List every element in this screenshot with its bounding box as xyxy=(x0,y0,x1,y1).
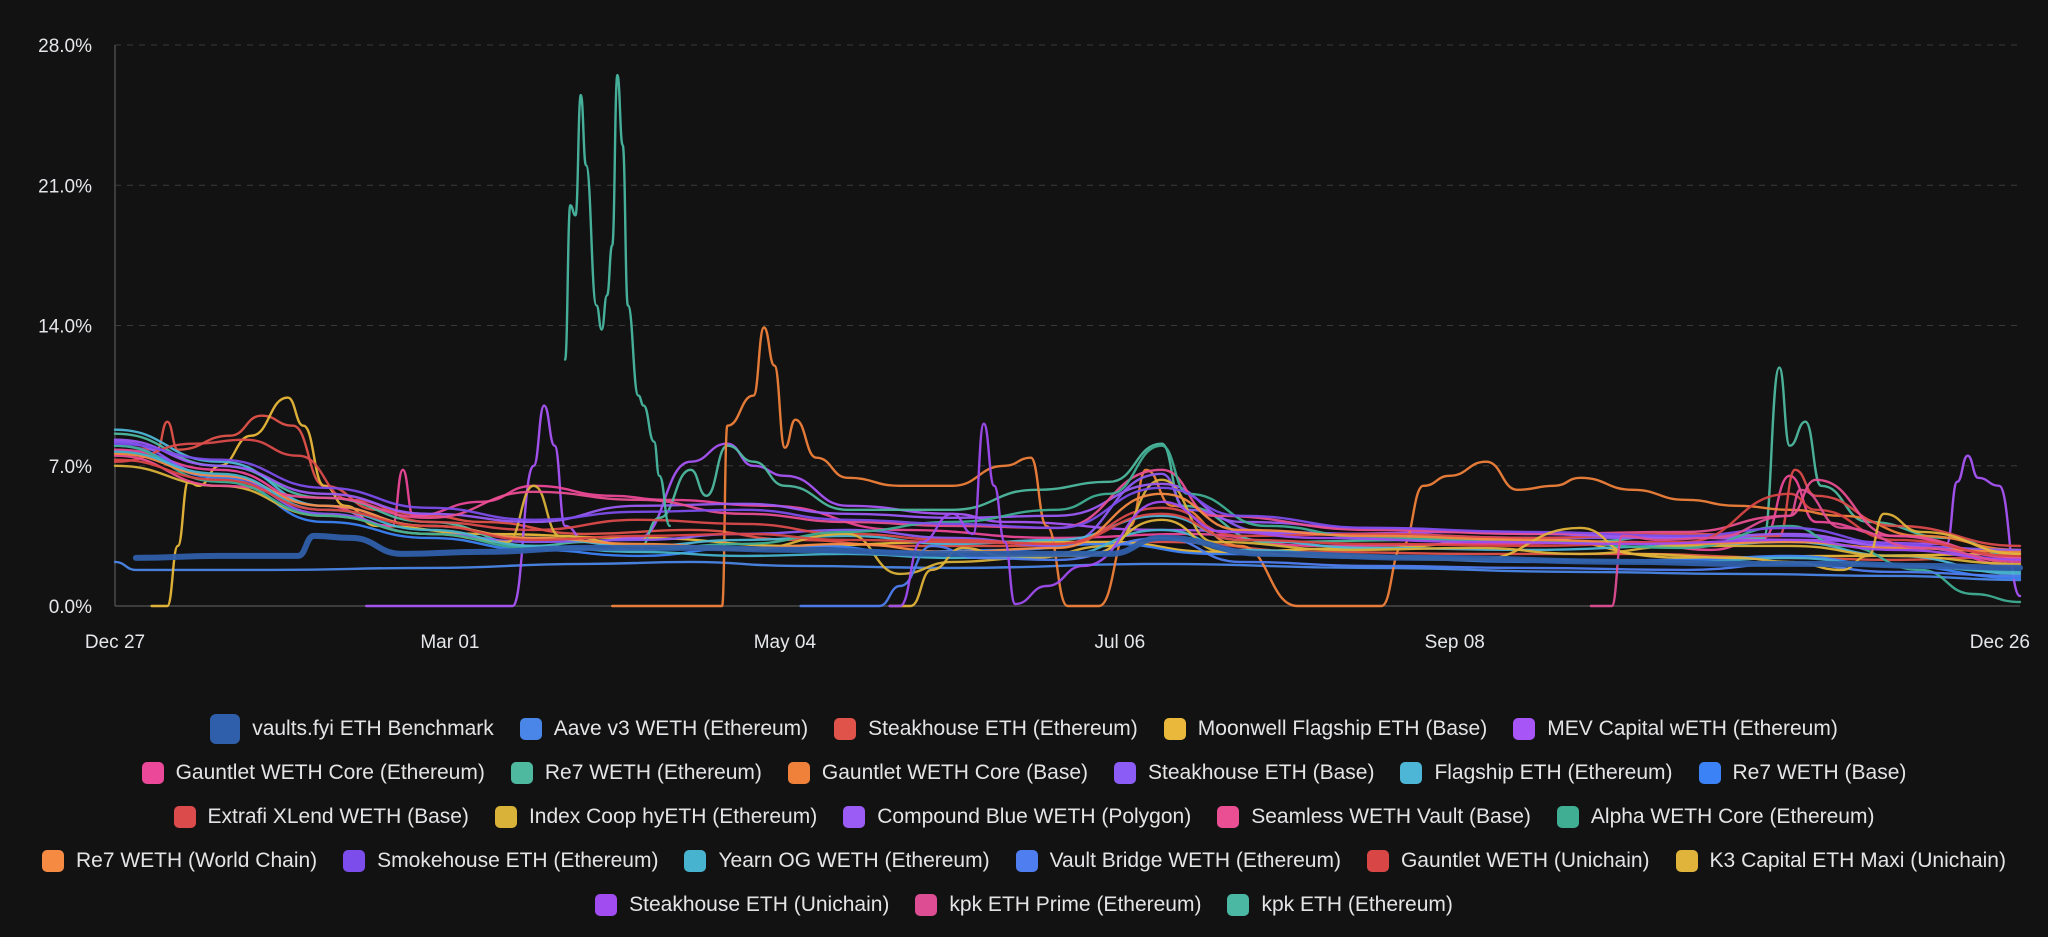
legend-swatch xyxy=(1513,718,1536,740)
legend-label: Smokehouse ETH (Ethereum) xyxy=(377,849,659,872)
legend-label: kpk ETH (Ethereum) xyxy=(1261,893,1453,916)
legend-item-re7-weth-ethereum[interactable]: Re7 WETH (Ethereum) xyxy=(510,760,762,786)
line-chart: 0.0% 7.0% 14.0% 21.0% 28.0% Dec 27 Mar 01 May 0… xyxy=(38,36,2030,653)
legend-item-steakhouse-eth-unichain[interactable]: Steakhouse ETH (Unichain) xyxy=(595,892,889,918)
legend-label: Re7 WETH (World Chain) xyxy=(76,849,318,872)
legend-item-moonwell-flagship-eth-base[interactable]: Moonwell Flagship ETH (Base) xyxy=(1163,716,1488,742)
legend-label: Gauntlet WETH Core (Ethereum) xyxy=(175,761,485,784)
series-line-extrafi-xlend-weth-base xyxy=(113,438,2022,548)
legend-item-re7-weth-base[interactable]: Re7 WETH (Base) xyxy=(1698,760,1907,786)
chart-area: 0.0% 7.0% 14.0% 21.0% 28.0% Dec 27 Mar 01 May 0… xyxy=(38,36,2030,653)
legend-label: Alpha WETH Core (Ethereum) xyxy=(1590,805,1875,828)
legend-label: K3 Capital ETH Maxi (Unichain) xyxy=(1709,849,2006,872)
legend-label: Compound Blue WETH (Polygon) xyxy=(877,805,1192,828)
y-tick-label: 14.0% xyxy=(38,317,92,338)
legend-swatch xyxy=(843,806,866,828)
legend-item-kpk-eth-prime-ethereum[interactable]: kpk ETH Prime (Ethereum) xyxy=(915,892,1201,918)
legend-swatch xyxy=(1675,850,1698,872)
legend-label: Re7 WETH (Base) xyxy=(1732,761,1907,784)
legend-swatch xyxy=(787,762,810,784)
legend-item-flagship-eth-ethereum[interactable]: Flagship ETH (Ethereum) xyxy=(1400,760,1673,786)
legend-label: Extrafi XLend WETH (Base) xyxy=(207,805,469,828)
legend: vaults.fyi ETH Benchmark Aave v3 WETH (Et… xyxy=(40,714,2008,918)
series-line-steakhouse-eth-unichain xyxy=(888,422,2022,608)
legend-item-vaults-fyi-eth-benchmark[interactable]: vaults.fyi ETH Benchmark xyxy=(210,714,494,744)
legend-swatch xyxy=(1400,762,1423,784)
legend-item-steakhouse-eth-base[interactable]: Steakhouse ETH (Base) xyxy=(1114,760,1374,786)
legend-item-seamless-weth-vault-base[interactable]: Seamless WETH Vault (Base) xyxy=(1217,804,1531,830)
legend-item-alpha-weth-core-ethereum[interactable]: Alpha WETH Core (Ethereum) xyxy=(1556,804,1875,830)
legend-label: Vault Bridge WETH (Ethereum) xyxy=(1049,849,1341,872)
legend-item-aave-v3-weth-ethereum[interactable]: Aave v3 WETH (Ethereum) xyxy=(519,716,809,742)
legend-item-compound-blue-weth-polygon[interactable]: Compound Blue WETH (Polygon) xyxy=(843,804,1191,830)
legend-label: Gauntlet WETH (Unichain) xyxy=(1400,849,1650,872)
legend-item-kpk-eth-ethereum[interactable]: kpk ETH (Ethereum) xyxy=(1227,892,1453,918)
legend-swatch xyxy=(1556,806,1579,828)
legend-swatch xyxy=(684,850,707,872)
x-tick-label: Mar 01 xyxy=(420,632,479,653)
legend-swatch xyxy=(494,806,517,828)
legend-item-gauntlet-weth-core-base[interactable]: Gauntlet WETH Core (Base) xyxy=(787,760,1088,786)
legend-swatch xyxy=(1217,806,1240,828)
legend-label: Moonwell Flagship ETH (Base) xyxy=(1197,717,1488,740)
y-tick-label: 28.0% xyxy=(38,36,92,57)
x-tick-label: Dec 26 xyxy=(1970,632,2030,653)
legend-label: Steakhouse ETH (Unichain) xyxy=(629,893,890,916)
legend-item-extrafi-xlend-weth-base[interactable]: Extrafi XLend WETH (Base) xyxy=(173,804,469,830)
x-tick-label: May 04 xyxy=(754,632,817,653)
series-line-vaults-fyi-eth-benchmark xyxy=(132,532,2023,571)
series-line-re7-weth-ethereum xyxy=(113,366,2022,560)
series-line-aave-v3-weth-ethereum xyxy=(113,560,2022,582)
x-tick-label: Jul 06 xyxy=(1094,632,1145,653)
legend-item-steakhouse-eth-ethereum[interactable]: Steakhouse ETH (Ethereum) xyxy=(834,716,1138,742)
legend-item-smokehouse-eth-ethereum[interactable]: Smokehouse ETH (Ethereum) xyxy=(343,848,658,874)
legend-swatch xyxy=(834,718,857,740)
legend-label: Steakhouse ETH (Base) xyxy=(1148,761,1375,784)
legend-swatch xyxy=(1114,762,1136,784)
legend-swatch xyxy=(210,714,241,744)
series-line-kpk-eth-prime-ethereum xyxy=(1589,488,2022,608)
legend-swatch xyxy=(1015,850,1038,872)
legend-item-gauntlet-weth-core-ethereum[interactable]: Gauntlet WETH Core (Ethereum) xyxy=(141,760,485,786)
legend-label: Index Coop hyETH (Ethereum) xyxy=(528,805,818,828)
legend-label: Aave v3 WETH (Ethereum) xyxy=(553,717,809,740)
legend-swatch xyxy=(1366,850,1389,872)
legend-swatch xyxy=(343,850,366,872)
legend-label: Steakhouse ETH (Ethereum) xyxy=(868,717,1138,740)
x-tick-label: Sep 08 xyxy=(1425,632,1485,653)
legend-item-gauntlet-weth-unichain[interactable]: Gauntlet WETH (Unichain) xyxy=(1366,848,1650,874)
legend-swatch xyxy=(595,894,618,916)
series-line-smokehouse-eth-ethereum xyxy=(113,442,2022,562)
legend-swatch xyxy=(1163,718,1186,740)
x-tick-label: Dec 27 xyxy=(85,632,145,653)
y-tick-label: 21.0% xyxy=(38,176,92,197)
legend-item-vault-bridge-weth-ethereum[interactable]: Vault Bridge WETH (Ethereum) xyxy=(1015,848,1341,874)
legend-item-re7-weth-world-chain[interactable]: Re7 WETH (World Chain) xyxy=(42,848,317,874)
series-line-kpk-eth-ethereum xyxy=(563,73,671,528)
legend-swatch xyxy=(173,806,196,828)
legend-label: MEV Capital wETH (Ethereum) xyxy=(1547,717,1838,740)
legend-item-yearn-og-weth-ethereum[interactable]: Yearn OG WETH (Ethereum) xyxy=(684,848,990,874)
legend-item-index-coop-hyeth-ethereum[interactable]: Index Coop hyETH (Ethereum) xyxy=(494,804,818,830)
legend-item-mev-capital-weth-ethereum[interactable]: MEV Capital wETH (Ethereum) xyxy=(1513,716,1838,742)
legend-label: Gauntlet WETH Core (Base) xyxy=(821,761,1088,784)
legend-label: Flagship ETH (Ethereum) xyxy=(1434,761,1673,784)
legend-swatch xyxy=(519,718,542,740)
legend-label: Seamless WETH Vault (Base) xyxy=(1251,805,1531,828)
series-line-gauntlet-weth-unichain xyxy=(113,458,2022,558)
legend-swatch xyxy=(510,762,533,784)
series-line-alpha-weth-core-ethereum xyxy=(113,444,2022,604)
legend-swatch xyxy=(141,762,164,784)
legend-label: kpk ETH Prime (Ethereum) xyxy=(949,893,1202,916)
legend-swatch xyxy=(1227,894,1250,916)
legend-swatch xyxy=(42,850,64,872)
legend-swatch xyxy=(1698,762,1721,784)
y-tick-label: 7.0% xyxy=(49,457,92,478)
legend-label: vaults.fyi ETH Benchmark xyxy=(252,717,494,740)
legend-label: Re7 WETH (Ethereum) xyxy=(544,761,762,784)
legend-swatch xyxy=(915,894,938,916)
y-tick-label: 0.0% xyxy=(49,597,92,618)
legend-label: Yearn OG WETH (Ethereum) xyxy=(718,849,990,872)
legend-item-k3-capital-eth-maxi-unichain[interactable]: K3 Capital ETH Maxi (Unichain) xyxy=(1675,848,2006,874)
